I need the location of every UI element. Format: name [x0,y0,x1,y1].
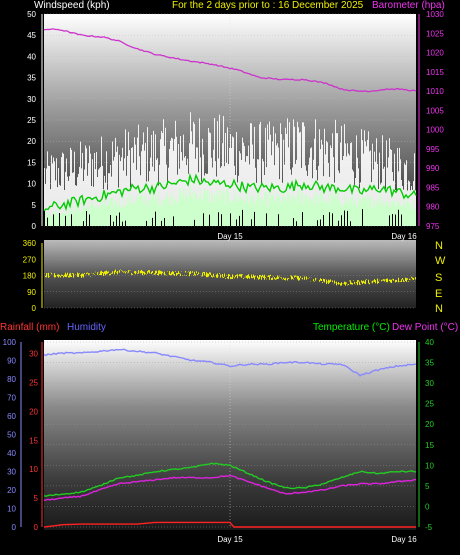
wind-xtick-label: Day 16 [391,232,417,241]
humidity-axis-title: Humidity [67,322,106,333]
temp-ytick-label: 10 [425,461,434,470]
wind-ytick-label: 50 [27,10,36,19]
baro-ytick-label: 985 [426,183,440,192]
humidity-ytick-label: 0 [12,523,17,532]
baro-ytick-label: 1000 [426,126,444,135]
direction-ytick-label: 0 [32,304,37,313]
humidity-ytick-label: 40 [7,449,16,458]
temp-xtick-label: Day 15 [217,535,243,544]
baro-ytick-label: 1020 [426,49,444,58]
wind-ytick-label: 35 [27,74,36,83]
rain-ytick-label: 25 [29,378,38,387]
baro-ytick-label: 1005 [426,106,444,115]
wind-ytick-label: 15 [27,158,36,167]
baro-ytick-label: 980 [426,203,440,212]
temp-ytick-label: -5 [425,523,433,532]
rain-ytick-label: 0 [34,523,39,532]
temp-ytick-label: 30 [425,379,434,388]
temp-xtick-label: Day 16 [391,535,417,544]
barometer-line [44,28,417,93]
baro-ytick-label: 990 [426,164,440,173]
wind-ytick-label: 20 [27,137,36,146]
temp-ytick-label: 15 [425,441,434,450]
wind-ytick-label: 25 [27,116,36,125]
temp-ytick-label: 20 [425,420,434,429]
humidity-line [43,348,417,377]
baro-ytick-label: 975 [426,222,440,231]
direction-ytick-label: 270 [23,255,37,264]
humidity-ytick-label: 30 [7,468,16,477]
baro-ytick-label: 995 [426,145,440,154]
wind-average-line [43,172,417,212]
windspeed-axis-title: Windspeed (kph) [34,0,110,11]
humidity-ytick-label: 20 [7,486,16,495]
barometer-axis-title: Barometer (hpa) [372,0,445,11]
humidity-ytick-label: 10 [7,505,16,514]
rainfall-line [43,521,416,528]
wind-ytick-label: 0 [32,222,37,231]
wind-ytick-label: 10 [27,180,36,189]
rain-ytick-label: 30 [29,350,38,359]
wind-xtick-label: Day 15 [217,232,243,241]
temp-ytick-label: 35 [425,359,434,368]
temperature-axis-title: Temperature (°C) [313,322,390,333]
temperature-line [43,462,417,497]
baro-ytick-label: 1030 [426,10,444,19]
dewpoint-axis-title: Dew Point (°C) [392,322,459,333]
temp-ytick-label: 5 [425,482,430,491]
baro-ytick-label: 1025 [426,29,444,38]
compass-n-bottom: N [435,303,443,315]
humidity-ytick-label: 60 [7,412,16,421]
humidity-ytick-label: 80 [7,375,16,384]
dewpoint-line [43,474,417,501]
direction-ytick-label: 180 [23,272,37,281]
wind-ytick-label: 45 [27,31,36,40]
rain-ytick-label: 10 [29,465,38,474]
humidity-ytick-label: 70 [7,394,16,403]
humidity-ytick-label: 100 [3,338,17,347]
temp-ytick-label: 0 [425,502,430,511]
rain-ytick-label: 5 [34,494,39,503]
humidity-ytick-label: 90 [7,357,16,366]
wind-ytick-label: 40 [27,52,36,61]
rain-ytick-label: 15 [29,436,38,445]
direction-ytick-label: 360 [23,239,37,248]
temp-ytick-label: 40 [425,338,434,347]
wind-ytick-label: 30 [27,95,36,104]
temp-ytick-label: 25 [425,400,434,409]
direction-ytick-label: 90 [27,288,36,297]
chart-title: For the 2 days prior to : 16 December 20… [172,0,364,11]
compass-n-top: N [435,240,443,252]
humidity-ytick-label: 50 [7,431,16,440]
compass-w: W [435,255,446,267]
rain-ytick-label: 20 [29,407,38,416]
compass-e: E [435,288,443,300]
wind-ytick-label: 5 [32,201,37,210]
rainfall-axis-title: Rainfall (mm) [0,322,60,333]
compass-s: S [435,272,443,284]
baro-ytick-label: 1010 [426,87,444,96]
baro-ytick-label: 1015 [426,68,444,77]
